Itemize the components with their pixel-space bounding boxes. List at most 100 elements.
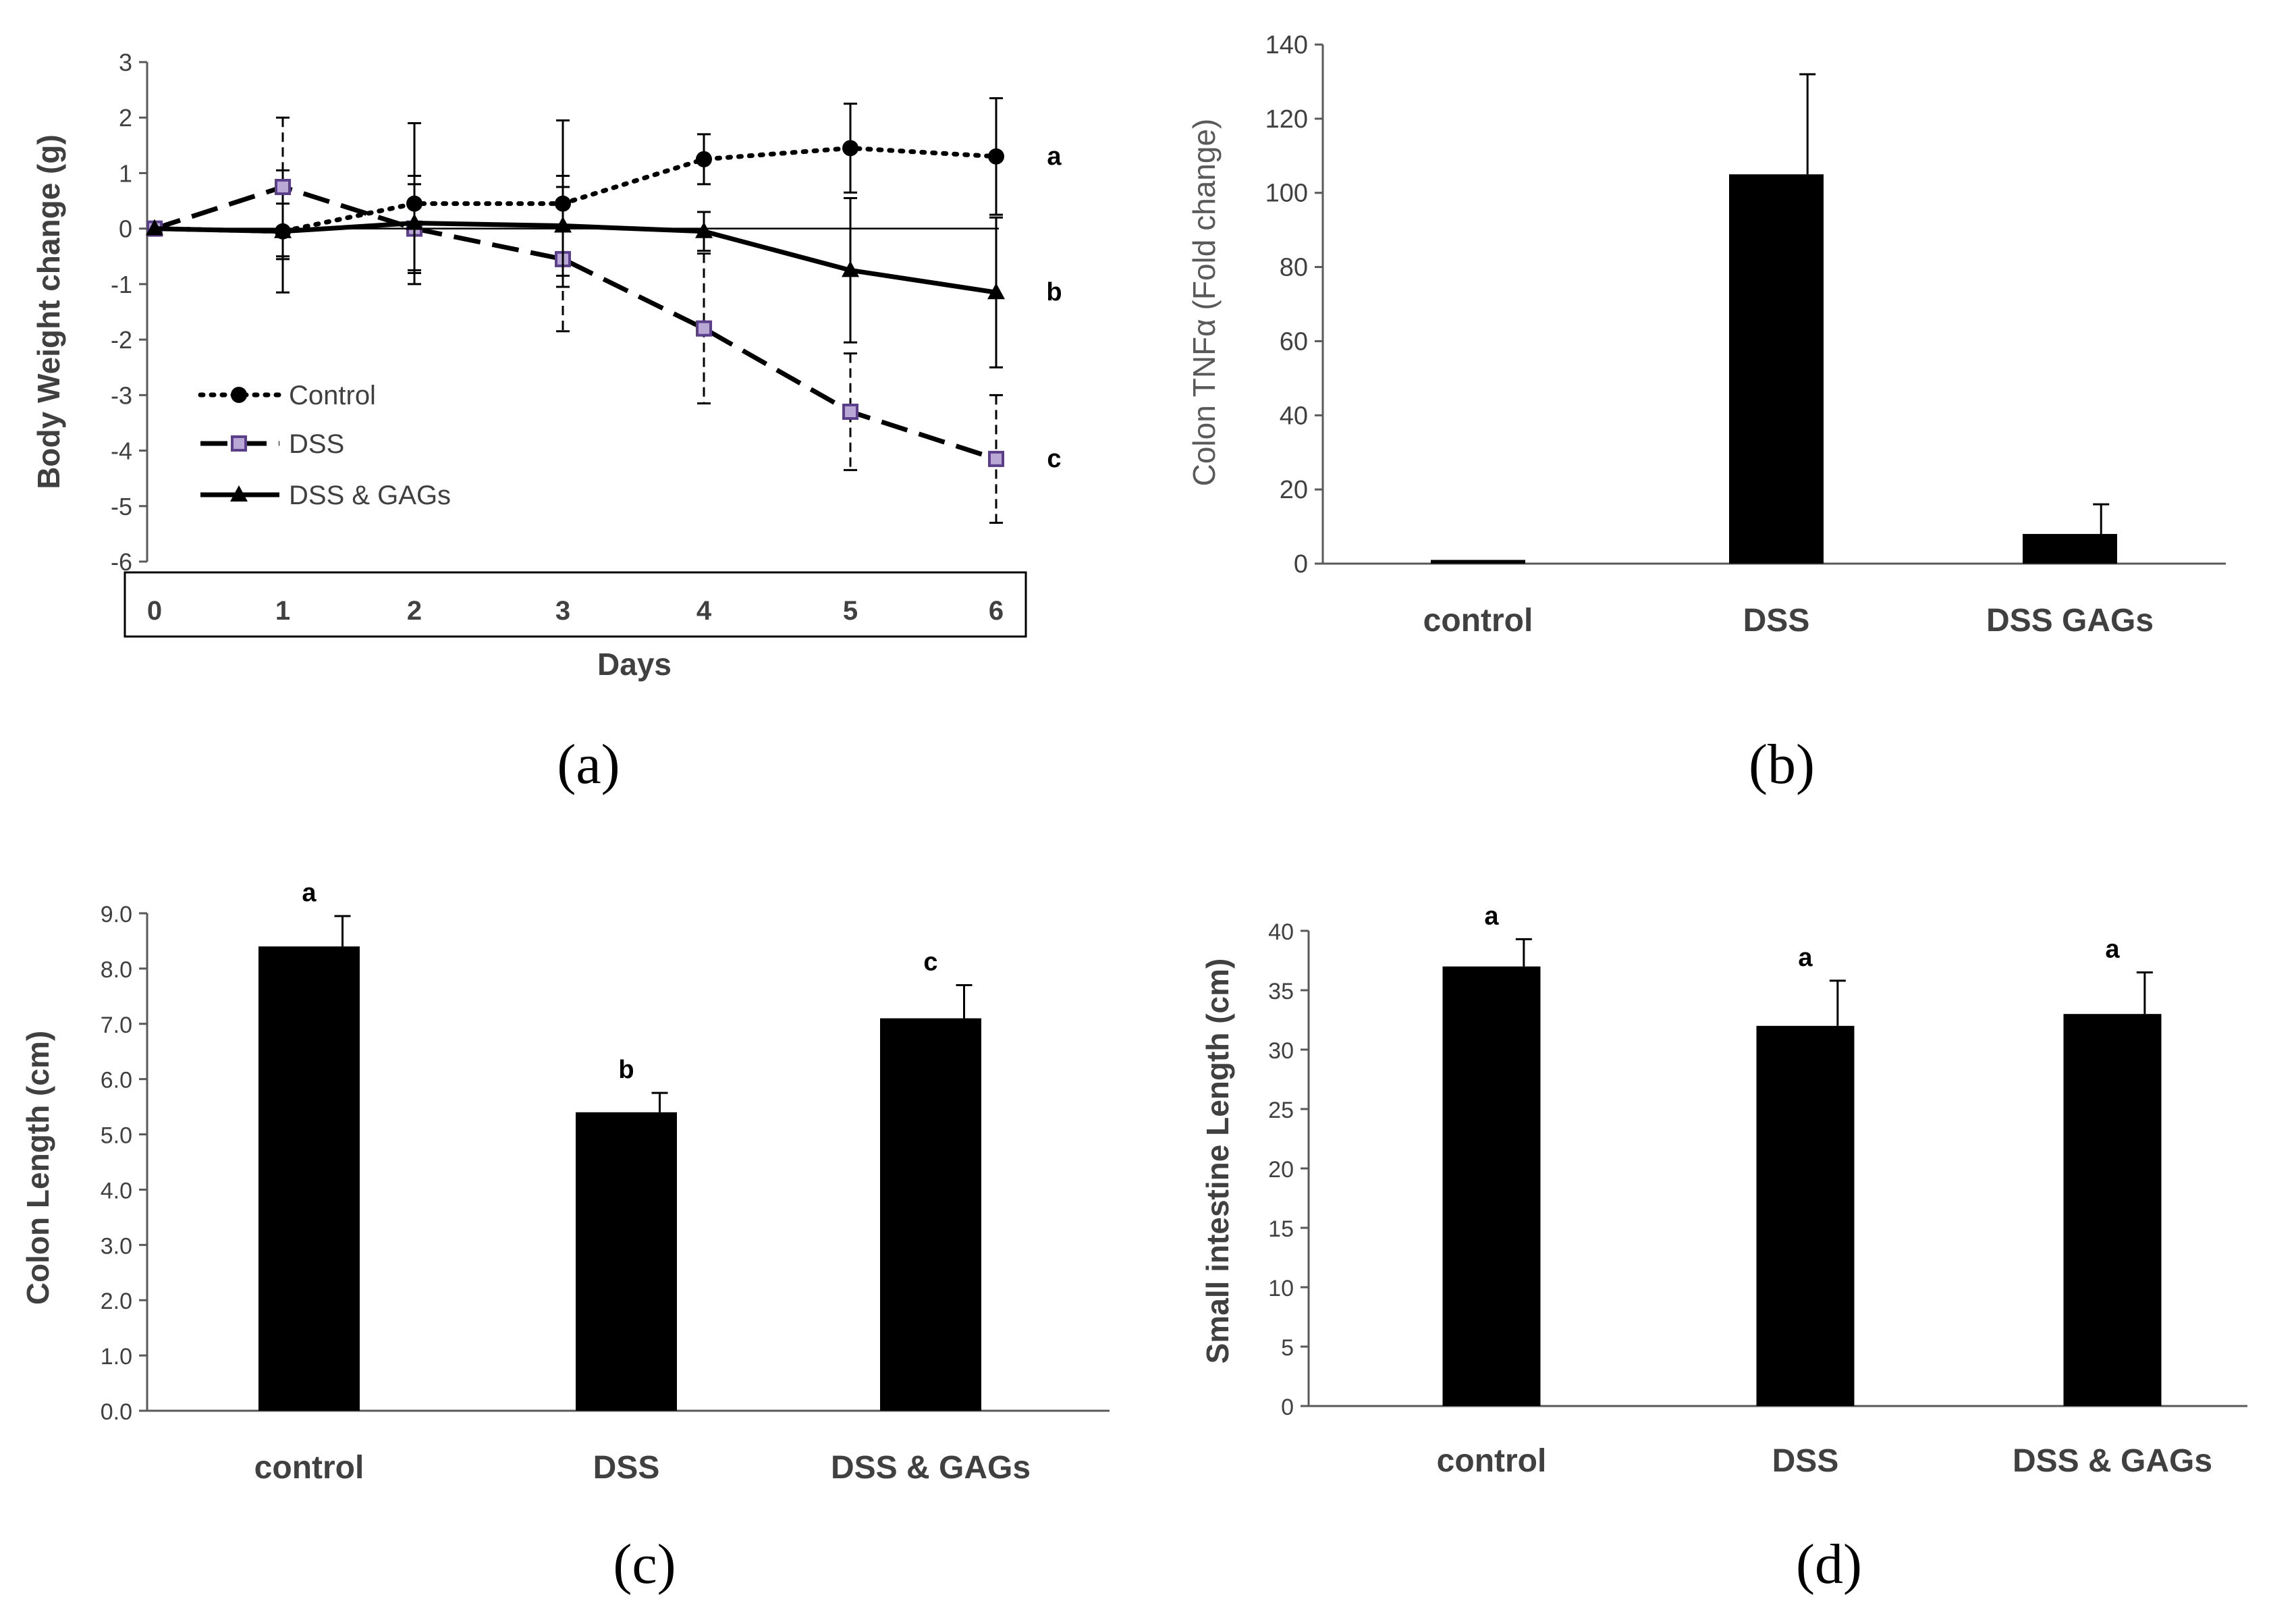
significance-letter: a xyxy=(1484,902,1499,930)
bar xyxy=(1431,560,1525,564)
y-tick-label: 25 xyxy=(1268,1098,1294,1123)
x-tick-label: 6 xyxy=(989,596,1004,626)
data-point xyxy=(406,213,423,230)
y-tick-label: 20 xyxy=(1280,476,1308,504)
y-tick-label: 0 xyxy=(1294,550,1308,578)
panel-b: 0 20 40 60 80 100 120 140 Colon TNFα (Fold chang… xyxy=(1147,0,2296,803)
data-point xyxy=(987,283,1005,300)
bar-group-control: a xyxy=(258,879,360,1411)
x-category-label: DSS GAGs xyxy=(1986,603,2154,639)
data-point xyxy=(842,140,858,157)
y-tick-label: 2 xyxy=(119,104,132,132)
bar xyxy=(880,1018,981,1411)
significance-letter: b xyxy=(618,1056,634,1084)
y-tick-label: 0.0 xyxy=(101,1399,132,1425)
bar-group-dss: b xyxy=(576,1056,677,1411)
y-tick-label: 8.0 xyxy=(101,957,132,983)
data-point xyxy=(842,261,859,277)
y-tick-label: 15 xyxy=(1268,1216,1294,1242)
x-tick-label: 2 xyxy=(407,596,422,626)
x-tick-label: 0 xyxy=(147,596,162,626)
y-tick-label: -3 xyxy=(111,381,132,409)
x-category-label: DSS xyxy=(1772,1443,1839,1479)
data-point xyxy=(554,216,572,233)
significance-letter: a xyxy=(2105,936,2120,964)
legend-marker xyxy=(231,387,247,403)
y-tick-label: 10 xyxy=(1268,1276,1294,1301)
y-tick-label: -1 xyxy=(111,271,132,298)
y-tick-label: 140 xyxy=(1265,31,1308,59)
significance-letter: b xyxy=(1046,278,1062,306)
y-tick-label: 6.0 xyxy=(101,1068,132,1094)
x-tick-label: 4 xyxy=(696,596,712,626)
y-tick-label: 100 xyxy=(1265,180,1308,208)
data-point xyxy=(275,179,291,195)
chart-b-colon-tnf: 0 20 40 60 80 100 120 140 Colon TNFα (Fold chang… xyxy=(1186,31,2226,796)
y-tick-label: 5.0 xyxy=(101,1123,132,1149)
data-point xyxy=(146,219,163,236)
legend-marker xyxy=(231,435,247,452)
chart-a-body-weight: 3 2 1 0 -1 -2 -3 -4 -5 -6 0 1 2 3 4 5 6 Days Body Weight c… xyxy=(31,49,1062,796)
series-dss-gags xyxy=(146,175,1005,369)
bar xyxy=(2063,1014,2162,1406)
panel-c: 0.0 1.0 2.0 3.0 4.0 5.0 6.0 7.0 8.0 9.0 Colon Leng… xyxy=(0,803,1147,1620)
chart-d-small-intestine-length: 0 5 10 15 20 25 30 35 40 Small intestine Length (… xyxy=(1200,902,2247,1596)
y-tick-label: 3.0 xyxy=(101,1233,132,1259)
bar-group-control: a xyxy=(1442,902,1541,1406)
bar xyxy=(258,946,360,1411)
x-category-label: DSS xyxy=(1743,603,1810,639)
data-point xyxy=(274,221,292,238)
bar-group-dss-gags: a xyxy=(2063,936,2162,1406)
bar xyxy=(576,1112,677,1411)
x-axis-title: Days xyxy=(597,647,672,682)
y-tick-label: 9.0 xyxy=(101,902,132,927)
significance-letter: a xyxy=(1798,944,1813,972)
y-tick-label: 0 xyxy=(119,215,132,243)
y-tick-label: 120 xyxy=(1265,105,1308,134)
y-tick-label: 40 xyxy=(1280,402,1308,430)
bar-group-dss-gags xyxy=(2023,503,2117,564)
panel-label: (d) xyxy=(1796,1533,1862,1596)
y-tick-label: 7.0 xyxy=(101,1013,132,1038)
x-category-label: control xyxy=(1437,1443,1547,1479)
y-tick-label: 30 xyxy=(1268,1038,1294,1064)
y-axis-title: Colon TNFα (Fold change) xyxy=(1186,119,1222,487)
y-tick-label: -5 xyxy=(111,493,132,520)
panel-label: (a) xyxy=(557,733,620,796)
y-tick-label: 80 xyxy=(1280,254,1308,282)
panel-a: 3 2 1 0 -1 -2 -3 -4 -5 -6 0 1 2 3 4 5 6 Days Body Weight c… xyxy=(0,0,1147,803)
y-axis-title: Colon Length (cm) xyxy=(20,1031,55,1305)
x-category-label: DSS & GAGs xyxy=(831,1450,1031,1486)
legend-label: DSS & GAGs xyxy=(289,481,451,510)
y-tick-label: 0 xyxy=(1281,1395,1294,1420)
x-axis-box xyxy=(124,571,1027,638)
panel-label: (c) xyxy=(613,1533,676,1596)
significance-letter: a xyxy=(302,879,317,907)
y-axis-title: Body Weight change (g) xyxy=(31,134,66,489)
panel-label: (b) xyxy=(1749,733,1815,796)
y-axis-title: Small intestine Length (cm) xyxy=(1200,959,1235,1364)
data-point xyxy=(842,404,858,420)
bar xyxy=(1756,1025,1855,1406)
data-point xyxy=(696,151,712,167)
y-tick-label: 1 xyxy=(119,159,132,187)
data-point xyxy=(988,148,1004,165)
y-tick-label: -6 xyxy=(111,548,132,576)
significance-letter: a xyxy=(1047,142,1062,171)
x-category-label: control xyxy=(254,1450,364,1486)
data-point xyxy=(988,450,1004,467)
y-tick-label: 3 xyxy=(119,49,132,76)
x-category-label: DSS & GAGs xyxy=(2013,1443,2212,1479)
chart-c-colon-length: 0.0 1.0 2.0 3.0 4.0 5.0 6.0 7.0 8.0 9.0 Colon Leng… xyxy=(20,879,1110,1596)
bar-group-dss xyxy=(1729,73,1824,564)
bar-group-control xyxy=(1431,560,1525,564)
y-tick-label: 1.0 xyxy=(101,1344,132,1370)
y-tick-label: 5 xyxy=(1281,1335,1294,1361)
significance-letter: c xyxy=(1047,445,1061,473)
y-tick-label: 4.0 xyxy=(101,1178,132,1204)
y-tick-label: -2 xyxy=(111,326,132,354)
data-point xyxy=(696,320,712,337)
x-category-label: control xyxy=(1423,603,1533,639)
x-tick-label: 3 xyxy=(555,596,570,626)
bar xyxy=(1729,174,1824,564)
